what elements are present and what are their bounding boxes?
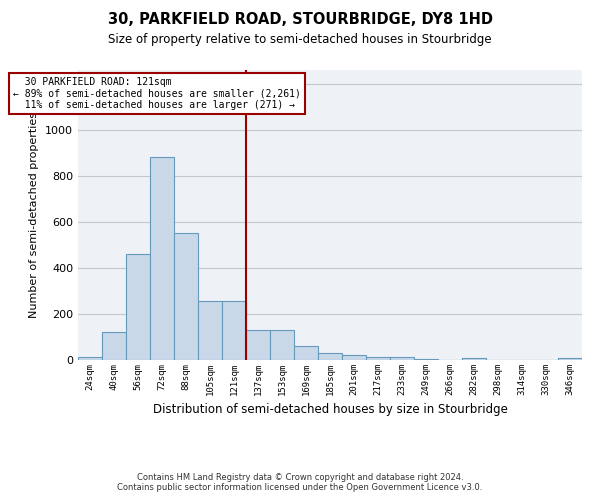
- Text: 30 PARKFIELD ROAD: 121sqm  
← 89% of semi-detached houses are smaller (2,261)
  : 30 PARKFIELD ROAD: 121sqm ← 89% of semi-…: [13, 77, 301, 110]
- Bar: [102, 332, 126, 360]
- Bar: [270, 330, 294, 360]
- Bar: [462, 358, 486, 360]
- Bar: [414, 359, 438, 360]
- Bar: [366, 356, 390, 360]
- Bar: [246, 330, 270, 360]
- Bar: [222, 302, 246, 360]
- Text: Contains HM Land Registry data © Crown copyright and database right 2024.
Contai: Contains HM Land Registry data © Crown c…: [118, 473, 482, 492]
- Bar: [390, 356, 414, 360]
- Bar: [174, 234, 198, 360]
- Bar: [78, 356, 102, 360]
- Bar: [198, 302, 222, 360]
- Bar: [318, 353, 342, 360]
- Y-axis label: Number of semi-detached properties: Number of semi-detached properties: [29, 112, 40, 318]
- Text: Size of property relative to semi-detached houses in Stourbridge: Size of property relative to semi-detach…: [108, 32, 492, 46]
- Text: 30, PARKFIELD ROAD, STOURBRIDGE, DY8 1HD: 30, PARKFIELD ROAD, STOURBRIDGE, DY8 1HD: [107, 12, 493, 28]
- Bar: [294, 346, 318, 360]
- Bar: [558, 358, 582, 360]
- Bar: [150, 158, 174, 360]
- X-axis label: Distribution of semi-detached houses by size in Stourbridge: Distribution of semi-detached houses by …: [152, 404, 508, 416]
- Bar: [342, 356, 366, 360]
- Bar: [126, 254, 150, 360]
